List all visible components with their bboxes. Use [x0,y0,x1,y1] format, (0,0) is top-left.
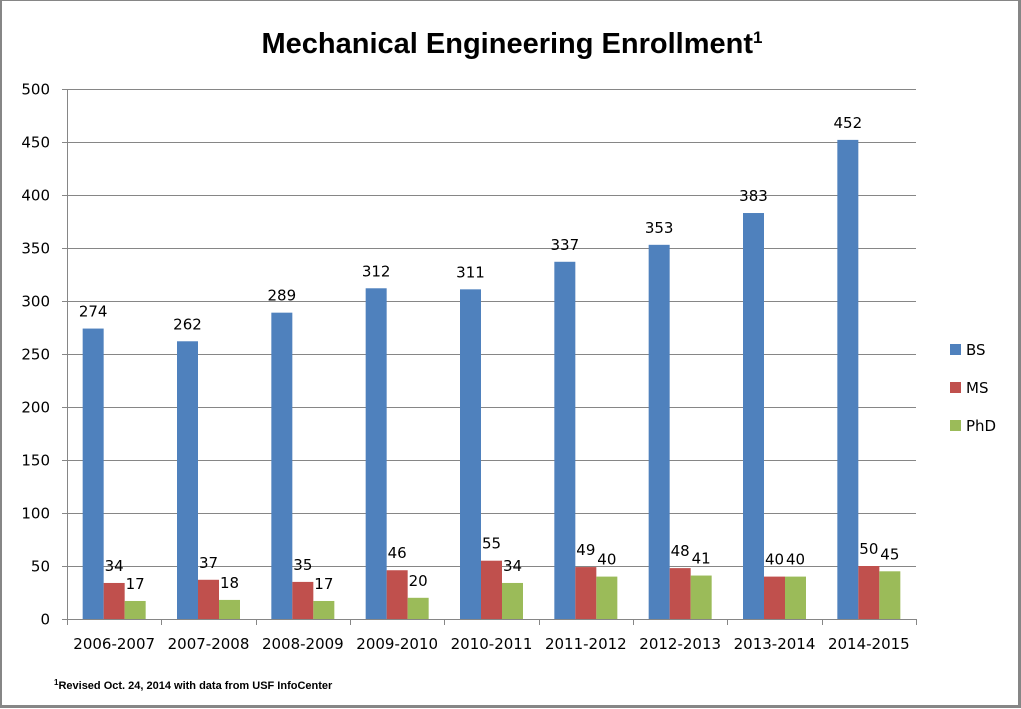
y-tick-label: 350 [21,240,50,258]
bar-phd [407,597,429,619]
data-label-bs: 312 [362,262,391,280]
axes: 0 50 100 150 200 250 300 350 400 450 500 2006-2007 2… [21,81,917,653]
x-tick-label: 2014-2015 [828,635,910,653]
y-tick-label: 400 [21,187,50,205]
data-label-phd: 17 [314,575,333,593]
bar-phd [785,576,806,619]
data-label-bs: 274 [79,303,108,321]
legend-label-ms: MS [966,379,988,397]
data-label-bs: 452 [834,114,863,132]
x-tick-label: 2007-2008 [168,635,250,653]
bar-ms [575,567,597,619]
legend: BS MS PhD [950,341,996,435]
data-label-bs: 289 [268,287,297,305]
chart-title: Mechanical Engineering Enrollment1 [262,28,763,60]
bar-ms [386,570,408,619]
bar-phd [313,600,335,619]
legend-label-bs: BS [966,341,986,359]
data-label-bs: 353 [645,219,674,237]
footnote-text: Revised Oct. 24, 2014 with data from USF… [58,680,333,692]
data-label-bs: 383 [739,187,768,205]
data-label-ms: 50 [859,540,878,558]
bar-bs [743,213,764,619]
y-tick-label: 250 [21,346,50,364]
bar-ms [481,560,502,619]
y-tick-label: 300 [21,293,50,311]
x-tick-label: 2013-2014 [734,635,816,653]
x-tick-label: 2012-2013 [639,635,721,653]
bar-ms [764,576,785,619]
bar-bs [648,244,670,619]
data-label-bs: 337 [551,236,580,254]
y-tick-label: 50 [31,558,50,576]
data-label-ms: 55 [482,535,501,553]
bar-ms [292,581,314,619]
bar-bs [271,312,293,619]
data-label-ms: 37 [199,554,218,572]
data-label-phd: 17 [126,575,145,593]
bar-ms [103,582,125,619]
bar-phd [596,576,618,619]
data-label-bs: 262 [173,315,202,333]
gridlines [67,89,916,567]
x-tick-label: 2011-2012 [545,635,627,653]
data-label-ms: 48 [671,542,690,560]
data-label-phd: 41 [692,550,711,568]
bar-bs [837,139,859,619]
y-tick-label: 150 [21,452,50,470]
data-label-phd: 20 [409,572,428,590]
legend-swatch-phd [950,420,961,431]
y-tick-label: 0 [40,611,50,629]
bar-bs [554,261,576,619]
x-tick-label: 2008-2009 [262,635,344,653]
bar-phd [690,575,712,619]
bar-bs [82,328,104,619]
data-label-phd: 40 [597,551,616,569]
data-label-phd: 34 [503,557,522,575]
data-label-ms: 49 [576,541,595,559]
data-label-bs: 311 [456,263,485,281]
bar-bs [177,341,198,619]
bar-phd [219,599,240,619]
data-label-ms: 40 [765,551,784,569]
footnote-superscript: 1 [54,678,59,687]
data-label-ms: 35 [293,556,312,574]
footnote: 1Revised Oct. 24, 2014 with data from US… [54,678,333,692]
legend-swatch-ms [950,382,961,393]
data-label-phd: 45 [880,545,899,563]
data-label-ms: 46 [388,544,407,562]
data-label-phd: 40 [786,551,805,569]
legend-swatch-bs [950,344,961,355]
bar-phd [879,571,901,619]
y-tick-label: 500 [21,81,50,99]
y-tick-label: 450 [21,134,50,152]
bar-ms [858,566,880,619]
bar-ms [669,568,691,619]
bar-bs [460,289,481,619]
data-label-phd: 18 [220,574,239,592]
bar-phd [124,600,146,619]
x-tick-label: 2009-2010 [356,635,438,653]
bar-ms [198,579,219,619]
legend-label-phd: PhD [966,417,996,435]
bar-phd [502,582,523,619]
chart-title-superscript: 1 [753,28,762,47]
y-tick-label: 100 [21,505,50,523]
data-label-ms: 34 [105,557,124,575]
bar-bs [365,288,387,619]
x-tick-label: 2006-2007 [73,635,155,653]
chart-title-text: Mechanical Engineering Enrollment [262,28,754,60]
y-tick-label: 200 [21,399,50,417]
x-tick-label: 2010-2011 [451,635,533,653]
bars [82,139,901,619]
